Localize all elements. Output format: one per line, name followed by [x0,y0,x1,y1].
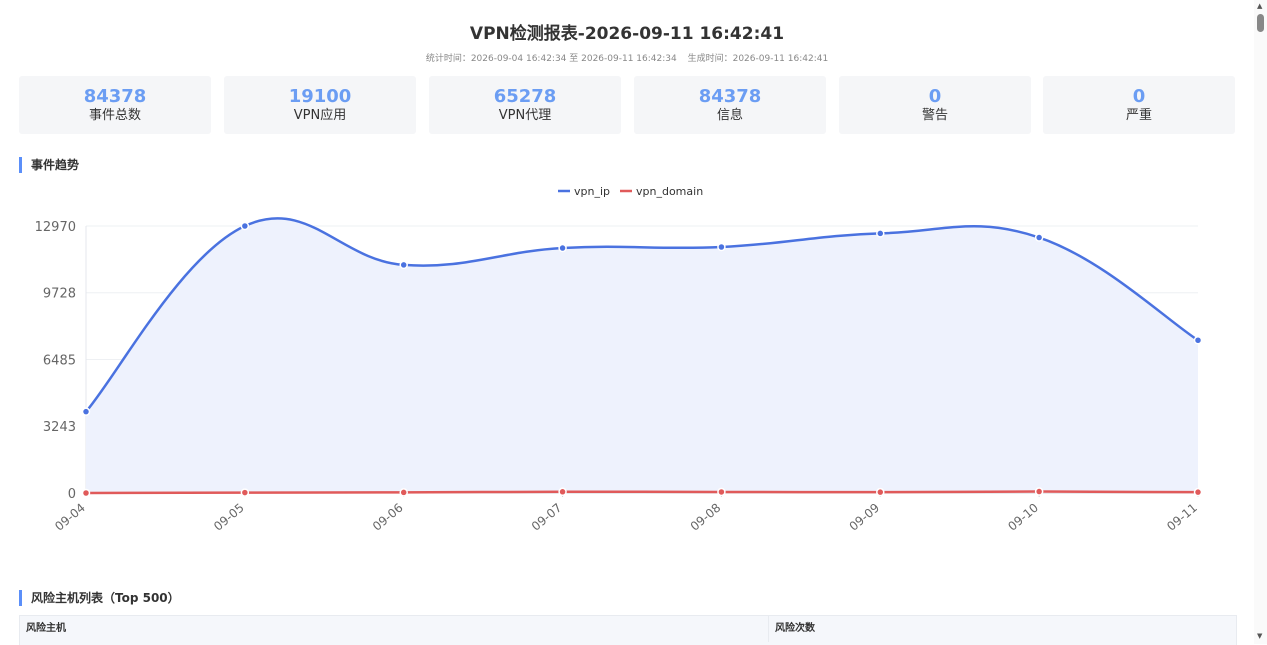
data-point-vpn_ip [717,242,726,252]
x-tick-label: 09-09 [846,501,882,534]
card-value: 19100 [288,86,352,107]
card-value: 0 [1132,86,1146,107]
y-tick-label: 3243 [43,420,76,435]
data-point-vpn_domain [399,488,408,497]
series-area-vpn_ip [86,218,1198,494]
x-tick-label: 09-07 [529,501,565,534]
legend-label: vpn_ip [574,185,610,198]
data-point-vpn_domain [240,488,250,497]
card-label: 事件总数 [88,108,141,123]
table-header-count[interactable]: 风险次数 [768,616,1235,642]
x-tick-label: 09-06 [370,501,406,534]
data-point-vpn_ip [81,407,91,416]
data-point-vpn_domain [717,487,726,497]
data-point-vpn_domain [1193,487,1203,497]
card-value: 0 [928,86,942,107]
card-label: 严重 [1125,108,1152,123]
risk-host-table: 风险主机 风险次数 [19,615,1237,645]
card-value: 84378 [83,86,147,107]
card-value: 65278 [493,86,557,107]
card-info: 84378 信息 [634,76,826,134]
scroll-thumb[interactable] [1257,14,1264,32]
data-point-vpn_domain [81,488,91,498]
card-total-events: 84378 事件总数 [19,76,211,134]
card-label: 信息 [716,108,743,123]
card-vpn-proxy: 65278 VPN代理 [429,76,621,134]
card-label: VPN应用 [293,108,347,123]
card-label: 警告 [921,108,948,123]
card-value: 84378 [698,86,762,107]
legend-label: vpn_domain [636,185,703,198]
data-point-vpn_ip [240,221,250,231]
card-critical: 0 严重 [1043,76,1235,134]
scroll-up-icon[interactable]: ▲ [1257,2,1263,10]
report-subtitle: 统计时间：2026-09-04 16:42:34 至 2026-09-11 16… [0,51,1254,64]
gen-time: 生成时间：2026-09-11 16:42:41 [687,54,829,64]
card-warning: 0 警告 [839,76,1031,134]
x-tick-label: 09-05 [211,501,247,534]
table-header-host[interactable]: 风险主机 [26,623,66,634]
x-tick-label: 09-08 [688,501,724,534]
y-tick-label: 6485 [43,354,76,369]
series-line-vpn_domain [85,490,1199,495]
summary-cards: 84378 事件总数 19100 VPN应用 65278 VPN代理 84378… [19,76,1235,134]
report-title: VPN检测报表-2026-09-11 16:42:41 [469,24,785,44]
data-point-vpn_domain [558,487,567,497]
trend-chart: 0 3243 6485 9728 12970 09-04 09-05 09-06 09-07 09… [35,185,1203,534]
section-title-hosts: 风险主机列表（Top 500） [19,590,180,606]
y-tick-label: 9728 [43,287,76,302]
card-label: VPN代理 [498,108,552,123]
scroll-down-icon[interactable]: ▼ [1257,632,1263,640]
y-tick-label: 12970 [35,220,76,235]
card-vpn-app: 19100 VPN应用 [224,76,416,134]
x-tick-label: 09-04 [52,501,88,534]
data-point-vpn_ip [876,229,885,238]
y-tick-label: 0 [68,487,76,502]
data-point-vpn_domain [1034,487,1044,496]
stat-time: 统计时间：2026-09-04 16:42:34 至 2026-09-11 16… [425,54,677,64]
x-tick-label: 09-10 [1005,501,1041,534]
data-point-vpn_ip [558,243,567,253]
vertical-scrollbar[interactable]: ▲ ▼ [1254,0,1267,644]
data-point-vpn_domain [876,487,885,497]
x-tick-label: 09-11 [1164,501,1200,534]
data-point-vpn_ip [1034,233,1044,242]
data-point-vpn_ip [399,260,408,270]
data-point-vpn_ip [1193,336,1203,345]
section-title-trend: 事件趋势 [19,157,79,173]
